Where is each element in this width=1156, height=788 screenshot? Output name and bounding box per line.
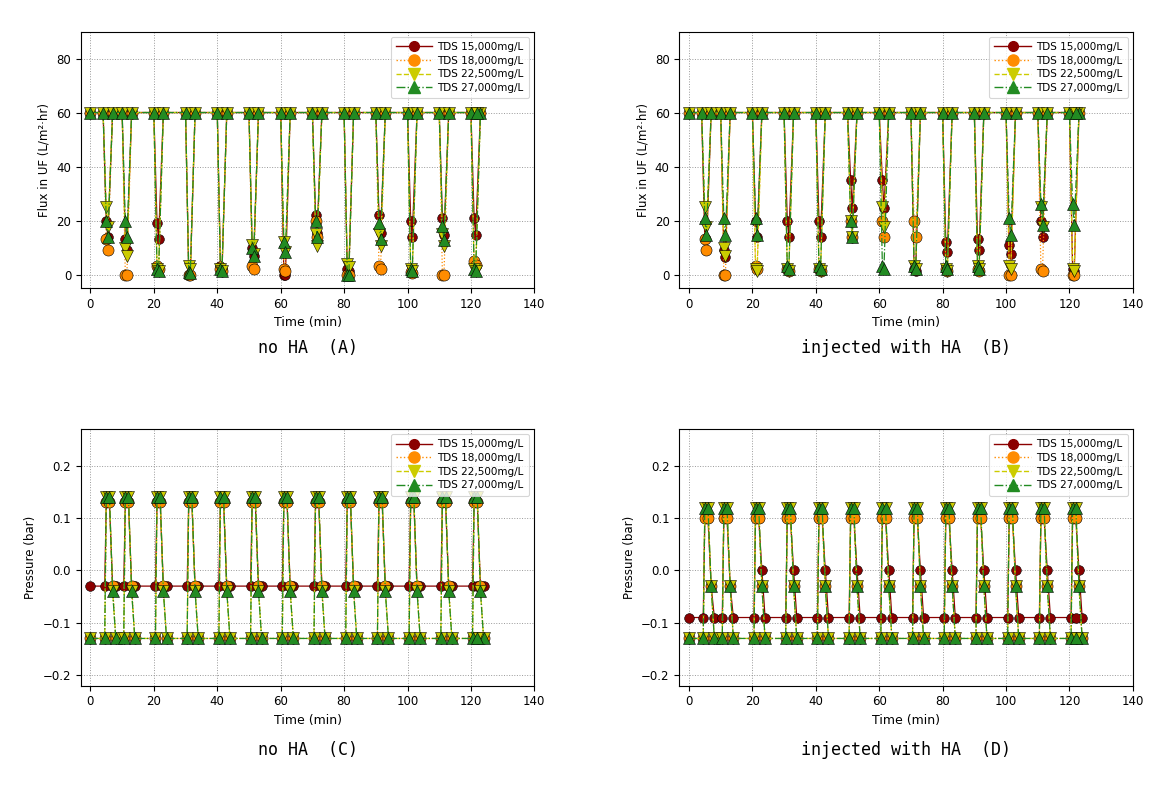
Text: no HA  (C): no HA (C): [258, 741, 357, 759]
Y-axis label: Flux in UF (L/m²·hr): Flux in UF (L/m²·hr): [38, 102, 51, 217]
Y-axis label: Pressure (bar): Pressure (bar): [24, 515, 37, 599]
Y-axis label: Pressure (bar): Pressure (bar): [623, 515, 636, 599]
X-axis label: Time (min): Time (min): [274, 714, 342, 727]
X-axis label: Time (min): Time (min): [274, 316, 342, 329]
X-axis label: Time (min): Time (min): [872, 316, 940, 329]
Legend: TDS 15,000mg/L, TDS 18,000mg/L, TDS 22,500mg/L, TDS 27,000mg/L: TDS 15,000mg/L, TDS 18,000mg/L, TDS 22,5…: [391, 434, 529, 496]
X-axis label: Time (min): Time (min): [872, 714, 940, 727]
Text: no HA  (A): no HA (A): [258, 339, 357, 357]
Text: injected with HA  (D): injected with HA (D): [801, 741, 1012, 759]
Legend: TDS 15,000mg/L, TDS 18,000mg/L, TDS 22,500mg/L, TDS 27,000mg/L: TDS 15,000mg/L, TDS 18,000mg/L, TDS 22,5…: [990, 434, 1127, 496]
Y-axis label: Flux in UF (L/m²·hr): Flux in UF (L/m²·hr): [636, 102, 650, 217]
Legend: TDS 15,000mg/L, TDS 18,000mg/L, TDS 22,500mg/L, TDS 27,000mg/L: TDS 15,000mg/L, TDS 18,000mg/L, TDS 22,5…: [990, 37, 1127, 98]
Legend: TDS 15,000mg/L, TDS 18,000mg/L, TDS 22,500mg/L, TDS 27,000mg/L: TDS 15,000mg/L, TDS 18,000mg/L, TDS 22,5…: [391, 37, 529, 98]
Text: injected with HA  (B): injected with HA (B): [801, 339, 1012, 357]
